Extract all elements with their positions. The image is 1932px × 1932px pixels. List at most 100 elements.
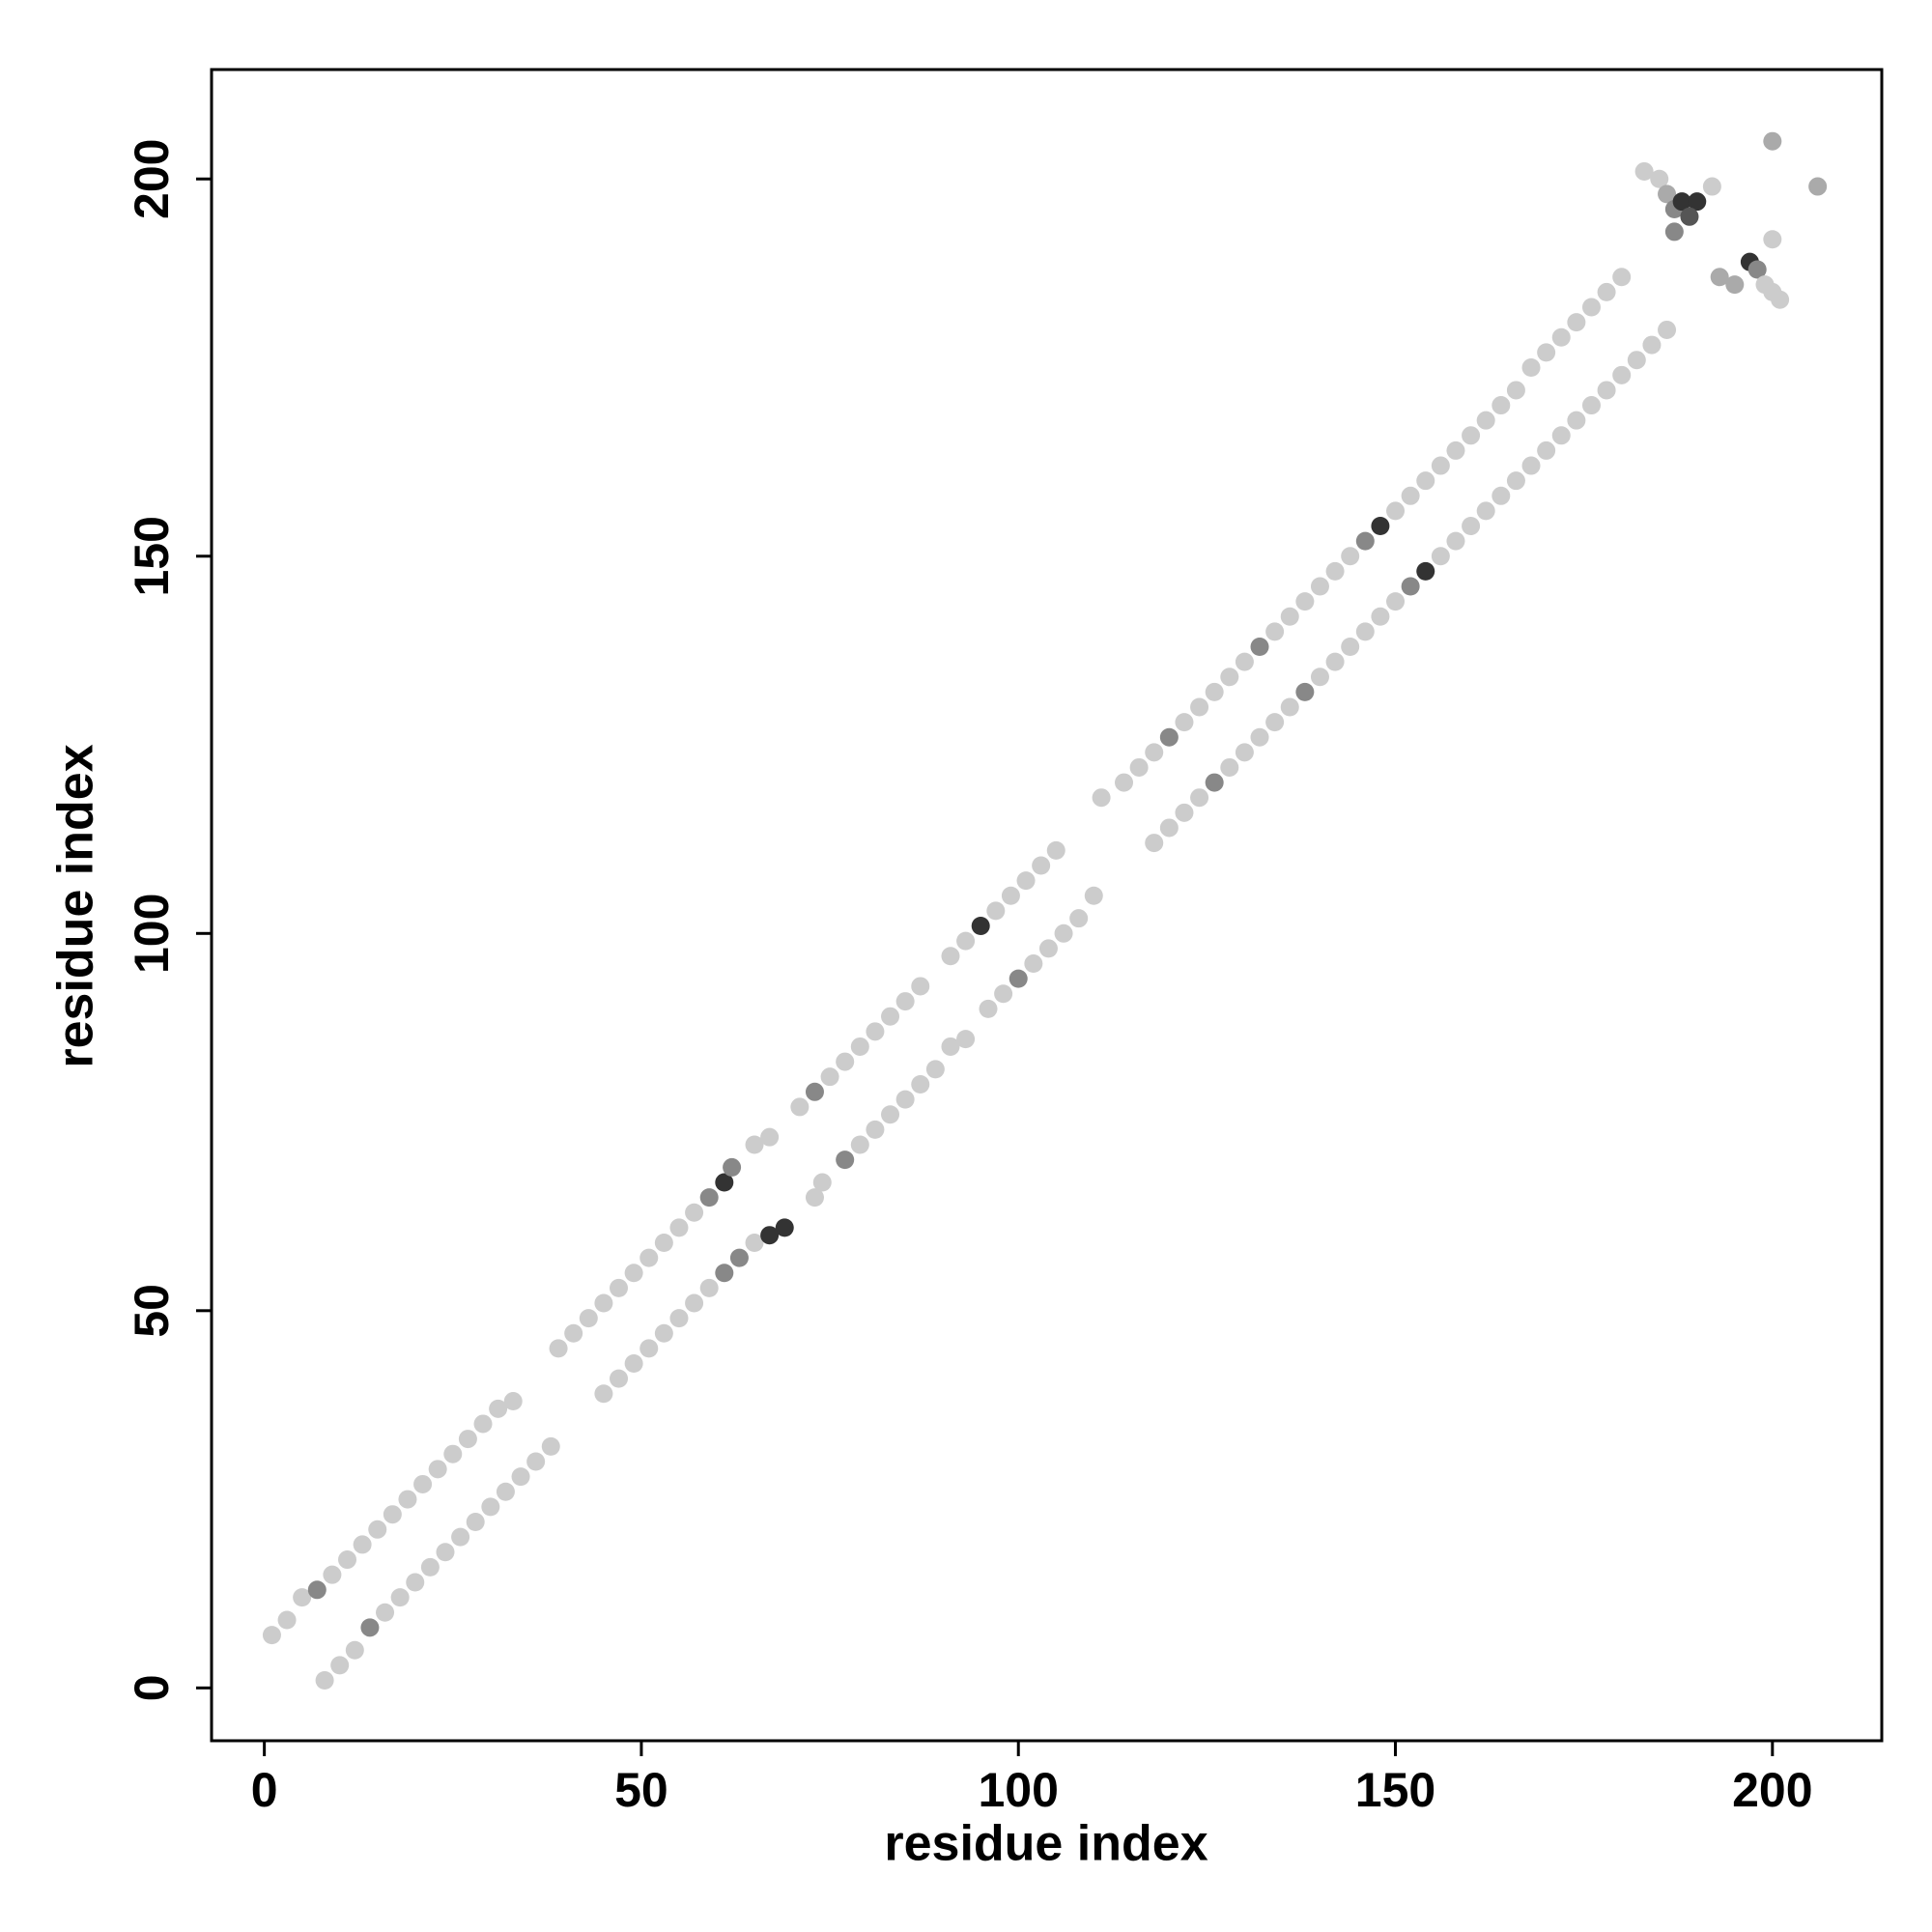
point bbox=[1159, 818, 1179, 838]
point bbox=[338, 1550, 357, 1570]
point bbox=[1235, 743, 1254, 762]
point bbox=[1310, 577, 1329, 596]
point bbox=[1341, 547, 1360, 566]
point bbox=[1581, 396, 1601, 415]
point bbox=[685, 1293, 704, 1313]
point bbox=[836, 1151, 855, 1170]
point bbox=[911, 977, 930, 996]
point bbox=[836, 1052, 855, 1071]
point bbox=[775, 1218, 794, 1237]
point bbox=[1341, 637, 1360, 656]
point bbox=[1634, 161, 1654, 181]
point bbox=[323, 1565, 342, 1584]
point bbox=[511, 1467, 530, 1487]
point bbox=[330, 1656, 350, 1675]
point bbox=[654, 1234, 673, 1253]
point bbox=[699, 1188, 719, 1208]
point bbox=[699, 1278, 719, 1297]
point bbox=[1551, 327, 1571, 347]
point bbox=[1295, 592, 1315, 611]
point bbox=[451, 1527, 470, 1547]
point bbox=[1446, 440, 1465, 460]
point bbox=[1506, 471, 1525, 491]
point bbox=[1325, 561, 1345, 581]
point bbox=[1190, 788, 1209, 808]
point bbox=[1747, 260, 1767, 279]
point bbox=[1710, 268, 1729, 287]
point bbox=[1658, 185, 1677, 204]
point bbox=[639, 1339, 659, 1358]
x-tick-label: 50 bbox=[614, 1763, 668, 1817]
point bbox=[1371, 517, 1390, 536]
point bbox=[610, 1278, 629, 1297]
point bbox=[1627, 351, 1646, 370]
point bbox=[1462, 426, 1481, 445]
point bbox=[1672, 192, 1691, 212]
point bbox=[881, 1105, 900, 1124]
point bbox=[745, 1234, 764, 1253]
point bbox=[760, 1226, 780, 1245]
point bbox=[1567, 313, 1586, 332]
point bbox=[262, 1626, 281, 1645]
x-tick-label: 0 bbox=[251, 1763, 278, 1817]
x-tick-label: 150 bbox=[1355, 1763, 1435, 1817]
point bbox=[489, 1399, 508, 1418]
point bbox=[1612, 365, 1632, 384]
point bbox=[594, 1293, 613, 1313]
point bbox=[1220, 757, 1239, 777]
point bbox=[1567, 411, 1586, 430]
point bbox=[1597, 381, 1616, 400]
point bbox=[624, 1264, 643, 1283]
point bbox=[473, 1414, 493, 1434]
point bbox=[1250, 727, 1269, 747]
point bbox=[1265, 622, 1285, 641]
y-axis-title: residue index bbox=[48, 744, 104, 1067]
point bbox=[1808, 177, 1828, 196]
point bbox=[956, 1030, 976, 1049]
point bbox=[277, 1610, 297, 1630]
point bbox=[994, 984, 1013, 1004]
point bbox=[443, 1444, 463, 1463]
point bbox=[436, 1543, 455, 1562]
point bbox=[850, 1037, 869, 1056]
point bbox=[503, 1392, 523, 1411]
point bbox=[1521, 358, 1541, 378]
point bbox=[1492, 396, 1511, 415]
point bbox=[956, 931, 976, 951]
point bbox=[1551, 426, 1571, 445]
point bbox=[881, 1007, 900, 1026]
point bbox=[1054, 923, 1073, 943]
point bbox=[1280, 697, 1299, 717]
point bbox=[1476, 411, 1495, 430]
point bbox=[458, 1430, 477, 1449]
x-tick-label: 200 bbox=[1732, 1763, 1812, 1817]
point bbox=[745, 1135, 764, 1154]
point bbox=[925, 1060, 945, 1079]
point bbox=[1446, 531, 1465, 551]
point bbox=[368, 1520, 387, 1539]
plot-frame bbox=[210, 68, 1884, 1743]
point bbox=[1024, 954, 1043, 974]
point bbox=[1581, 298, 1601, 317]
point bbox=[526, 1452, 546, 1471]
x-axis-title: residue index bbox=[884, 1816, 1208, 1872]
point bbox=[1492, 486, 1511, 505]
point bbox=[1725, 275, 1745, 295]
point bbox=[1462, 517, 1481, 536]
point bbox=[1280, 607, 1299, 626]
point bbox=[685, 1203, 704, 1222]
point bbox=[1537, 343, 1556, 362]
point bbox=[1771, 290, 1790, 309]
point bbox=[1001, 886, 1020, 905]
point bbox=[1537, 440, 1556, 460]
point bbox=[1129, 757, 1149, 777]
y-tick-label: 150 bbox=[125, 516, 179, 596]
point bbox=[1295, 682, 1315, 701]
point bbox=[360, 1618, 380, 1637]
point bbox=[1401, 486, 1420, 505]
y-tick-label: 200 bbox=[125, 139, 179, 219]
point bbox=[496, 1482, 515, 1501]
point bbox=[1612, 268, 1632, 287]
point bbox=[986, 901, 1006, 921]
